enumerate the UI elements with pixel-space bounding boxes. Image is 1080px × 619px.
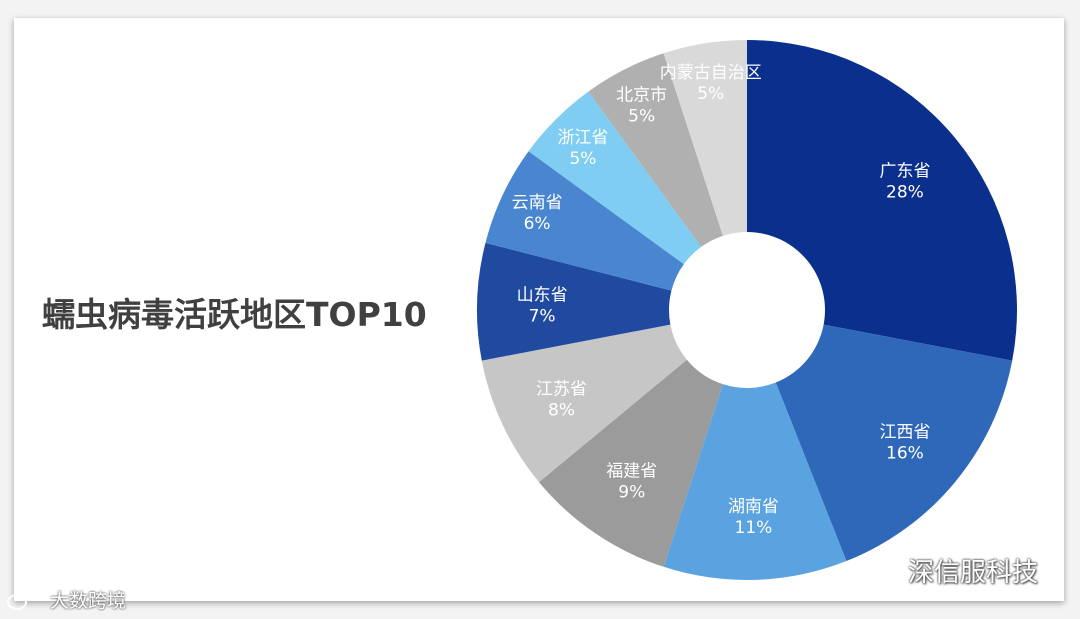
slice-name-8: 北京市 — [616, 85, 667, 105]
donut-slices — [476, 40, 1017, 581]
weibo-icon — [6, 589, 46, 611]
slice-2 — [663, 382, 847, 581]
slice-name-5: 山东省 — [517, 286, 568, 306]
slice-name-9: 内蒙古自治区 — [660, 63, 762, 83]
slice-6 — [485, 151, 684, 291]
slice-name-3: 福建省 — [606, 462, 657, 482]
watermark-dashukuajing: 大数跨境 — [6, 586, 126, 613]
slice-percent-8: 5% — [628, 106, 655, 126]
slice-name-7: 浙江省 — [557, 128, 608, 148]
slice-percent-6: 6% — [524, 214, 551, 234]
chart-title: 蠕虫病毒活跃地区TOP10 — [42, 295, 427, 334]
slice-label-2: 湖南省 11% — [728, 497, 779, 538]
slice-8 — [588, 53, 723, 247]
slice-percent-9: 5% — [697, 84, 724, 104]
slice-percent-5: 7% — [529, 307, 556, 327]
watermark-left-text: 大数跨境 — [50, 590, 127, 612]
slice-name-0: 广东省 — [879, 161, 930, 181]
slice-label-6: 云南省 6% — [512, 193, 563, 234]
slice-percent-0: 28% — [886, 182, 924, 202]
slice-3 — [538, 359, 723, 567]
slice-label-7: 浙江省 5% — [557, 128, 608, 169]
slice-name-6: 云南省 — [512, 193, 563, 213]
slice-9 — [663, 40, 747, 236]
slice-0 — [747, 40, 1017, 361]
slice-percent-1: 16% — [886, 444, 924, 464]
wechat-icon — [868, 557, 904, 585]
slice-7 — [528, 91, 702, 265]
slice-1 — [775, 324, 1013, 562]
watermark-shenxinfu: 深信服科技 — [868, 552, 1038, 589]
slice-4 — [481, 324, 687, 483]
slice-label-8: 北京市 5% — [616, 85, 667, 126]
slice-percent-4: 8% — [548, 400, 575, 420]
slice-label-9: 内蒙古自治区 5% — [660, 63, 762, 104]
slice-label-4: 江苏省 8% — [536, 379, 587, 420]
slice-label-1: 江西省 16% — [879, 423, 930, 464]
slice-percent-3: 9% — [618, 483, 645, 503]
slice-percent-2: 11% — [735, 518, 773, 538]
donut-labels: 广东省 28% 江西省 16% 湖南省 11% 福建省 9% 江苏省 8% 山东省 7% 云南省 6% 浙江… — [512, 63, 931, 538]
slice-label-5: 山东省 7% — [517, 286, 568, 327]
slice-name-1: 江西省 — [879, 423, 930, 443]
slice-percent-7: 5% — [569, 149, 596, 169]
slice-name-2: 湖南省 — [728, 497, 779, 517]
slice-5 — [476, 242, 672, 361]
watermark-right-text: 深信服科技 — [908, 558, 1039, 588]
slice-label-3: 福建省 9% — [606, 462, 657, 503]
slice-name-4: 江苏省 — [536, 379, 587, 399]
slice-label-0: 广东省 28% — [879, 161, 930, 202]
